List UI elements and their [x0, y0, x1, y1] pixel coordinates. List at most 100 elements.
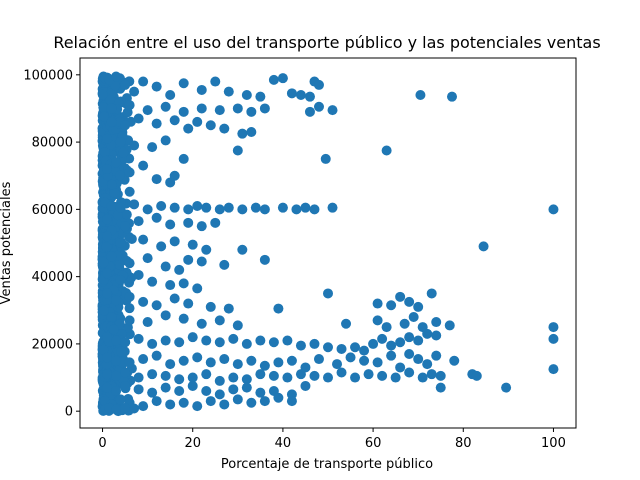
data-point [219, 354, 230, 365]
data-point [178, 355, 189, 366]
data-point [377, 333, 388, 344]
data-point [277, 202, 288, 213]
data-point [295, 369, 306, 380]
data-point [160, 261, 171, 272]
data-point [124, 258, 135, 269]
data-point [201, 386, 212, 396]
data-point [327, 105, 338, 116]
data-point [417, 372, 428, 383]
data-point [413, 354, 424, 365]
data-point [286, 355, 297, 366]
data-point [111, 404, 122, 415]
data-point [114, 170, 125, 181]
data-point [214, 375, 225, 386]
data-point [214, 337, 225, 348]
data-point [151, 350, 162, 361]
data-point [237, 128, 248, 139]
data-point [408, 312, 419, 322]
data-point [295, 90, 306, 100]
data-point [138, 296, 149, 307]
y-tick-label: 40000 [32, 270, 73, 285]
data-point [250, 202, 261, 213]
data-point [372, 315, 383, 326]
data-point [232, 145, 243, 156]
data-point [133, 384, 144, 395]
data-point [115, 394, 126, 405]
data-point [246, 106, 257, 117]
data-point [372, 357, 383, 368]
data-point [426, 288, 437, 299]
data-point [120, 120, 131, 131]
data-point [102, 164, 113, 174]
data-point [133, 333, 144, 344]
data-point [309, 370, 320, 381]
data-point [268, 370, 279, 381]
data-point [435, 370, 446, 381]
data-point [232, 103, 243, 114]
data-point [255, 91, 266, 102]
data-point [106, 116, 117, 127]
data-point [147, 142, 158, 153]
data-point [259, 396, 270, 407]
data-point [124, 186, 135, 197]
data-point [205, 301, 216, 312]
data-point [196, 221, 207, 232]
data-point [282, 335, 293, 346]
data-point [101, 242, 112, 253]
data-point [350, 372, 361, 383]
data-point [102, 382, 113, 393]
data-point [160, 135, 171, 146]
data-point [98, 102, 109, 113]
data-point [246, 397, 257, 408]
data-point [169, 115, 180, 126]
data-point [210, 76, 221, 87]
data-point [160, 335, 171, 346]
data-point [368, 338, 379, 349]
data-point [187, 380, 198, 391]
data-point [309, 204, 320, 215]
data-point [147, 387, 158, 398]
data-point [345, 352, 356, 363]
data-point [102, 133, 113, 144]
data-point [232, 320, 243, 331]
data-point [323, 342, 333, 353]
data-point [169, 293, 180, 304]
data-point [304, 106, 315, 117]
data-point [219, 123, 230, 134]
data-point [431, 317, 442, 328]
x-tick-label: 100 [541, 436, 566, 451]
data-point [478, 241, 489, 252]
data-point [111, 335, 122, 346]
data-point [241, 90, 252, 100]
data-point [111, 370, 122, 381]
data-point [291, 204, 302, 215]
data-point [214, 105, 225, 116]
data-point [422, 359, 433, 370]
y-tick-label: 0 [65, 405, 73, 420]
data-point [404, 332, 415, 343]
data-point [115, 275, 126, 285]
data-point [426, 369, 437, 380]
data-point [404, 349, 415, 359]
data-point [548, 322, 559, 333]
data-point [124, 231, 135, 242]
data-point [386, 300, 397, 311]
data-point [323, 372, 333, 383]
data-point [165, 219, 176, 230]
data-point [386, 350, 397, 361]
data-point [115, 238, 126, 248]
data-point [160, 382, 171, 393]
data-point [232, 394, 243, 405]
data-point [124, 167, 135, 178]
data-point [133, 372, 144, 383]
data-point [169, 202, 180, 213]
data-point [178, 278, 189, 289]
x-tick-label: 60 [365, 436, 382, 451]
data-point [286, 88, 297, 99]
data-point [111, 71, 122, 82]
data-point [259, 204, 270, 215]
data-point [210, 217, 221, 228]
data-point [431, 350, 442, 361]
data-point [183, 298, 194, 309]
